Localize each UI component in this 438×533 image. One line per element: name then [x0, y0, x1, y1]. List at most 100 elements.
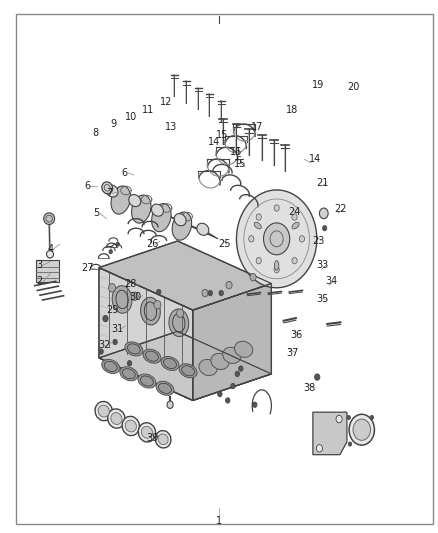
Text: 27: 27 — [81, 263, 93, 272]
Text: 38: 38 — [304, 383, 316, 393]
Circle shape — [292, 257, 297, 264]
Circle shape — [235, 371, 240, 376]
Circle shape — [239, 366, 243, 371]
Ellipse shape — [102, 359, 120, 374]
Text: 36: 36 — [290, 329, 303, 340]
Text: 21: 21 — [317, 177, 329, 188]
Ellipse shape — [122, 416, 139, 435]
Polygon shape — [193, 284, 272, 400]
Text: 22: 22 — [334, 204, 346, 214]
Ellipse shape — [143, 349, 161, 363]
Ellipse shape — [152, 204, 163, 216]
Text: 15: 15 — [216, 130, 229, 140]
Circle shape — [154, 301, 161, 309]
Circle shape — [226, 398, 230, 403]
Polygon shape — [99, 241, 272, 310]
Circle shape — [253, 402, 257, 407]
Text: 5: 5 — [94, 208, 100, 219]
Text: 1: 1 — [216, 515, 222, 526]
Text: 9: 9 — [110, 119, 117, 129]
Polygon shape — [313, 412, 347, 455]
Text: 37: 37 — [286, 348, 299, 358]
Circle shape — [219, 290, 223, 296]
Ellipse shape — [152, 204, 171, 232]
Ellipse shape — [254, 222, 261, 229]
Circle shape — [256, 257, 261, 264]
Ellipse shape — [141, 297, 160, 325]
Text: 20: 20 — [347, 82, 360, 92]
Ellipse shape — [125, 420, 136, 432]
Circle shape — [292, 214, 297, 220]
Ellipse shape — [106, 185, 118, 197]
Polygon shape — [105, 188, 218, 239]
Circle shape — [109, 249, 113, 254]
Ellipse shape — [141, 426, 152, 438]
Ellipse shape — [46, 251, 53, 258]
Circle shape — [299, 236, 304, 242]
Circle shape — [319, 208, 328, 219]
Ellipse shape — [138, 423, 155, 442]
Text: 35: 35 — [317, 294, 329, 304]
Ellipse shape — [158, 434, 168, 445]
Circle shape — [116, 242, 120, 246]
Circle shape — [314, 374, 320, 380]
Ellipse shape — [169, 309, 189, 337]
Ellipse shape — [234, 341, 253, 357]
Ellipse shape — [111, 186, 131, 214]
Circle shape — [347, 415, 350, 419]
Ellipse shape — [44, 213, 55, 224]
Circle shape — [103, 316, 108, 322]
Text: 14: 14 — [309, 154, 321, 164]
Ellipse shape — [349, 414, 374, 445]
Circle shape — [218, 391, 222, 397]
Text: 10: 10 — [125, 111, 137, 122]
Circle shape — [208, 290, 212, 296]
Ellipse shape — [211, 353, 229, 369]
Text: 7: 7 — [106, 188, 112, 198]
Circle shape — [131, 292, 138, 301]
Circle shape — [127, 361, 132, 366]
Circle shape — [370, 415, 374, 419]
Ellipse shape — [275, 261, 279, 270]
Text: 19: 19 — [312, 80, 325, 90]
Text: 6: 6 — [84, 181, 90, 191]
Text: 16: 16 — [230, 147, 243, 157]
Circle shape — [237, 190, 317, 288]
Text: 17: 17 — [251, 122, 264, 132]
Text: 11: 11 — [142, 104, 154, 115]
Text: 6: 6 — [122, 168, 128, 178]
Ellipse shape — [98, 405, 110, 417]
Text: 32: 32 — [99, 340, 111, 350]
Circle shape — [226, 281, 232, 289]
Circle shape — [336, 415, 342, 423]
Circle shape — [274, 205, 279, 211]
Ellipse shape — [156, 381, 174, 395]
Ellipse shape — [199, 359, 217, 376]
Circle shape — [99, 349, 103, 354]
Ellipse shape — [161, 357, 179, 370]
Circle shape — [113, 340, 117, 345]
Text: 8: 8 — [93, 127, 99, 138]
Circle shape — [109, 284, 116, 292]
Text: 3: 3 — [36, 260, 42, 270]
Text: 33: 33 — [317, 261, 329, 270]
Text: 23: 23 — [312, 236, 325, 246]
Text: 28: 28 — [125, 279, 137, 288]
Circle shape — [177, 309, 184, 318]
Ellipse shape — [111, 413, 122, 424]
Ellipse shape — [108, 409, 125, 428]
Circle shape — [167, 401, 173, 408]
Ellipse shape — [197, 223, 209, 236]
Circle shape — [256, 214, 261, 220]
Polygon shape — [36, 260, 59, 282]
Ellipse shape — [292, 222, 299, 229]
Ellipse shape — [179, 364, 197, 378]
Text: 34: 34 — [325, 277, 338, 286]
Text: 2: 2 — [36, 277, 42, 286]
Polygon shape — [99, 332, 272, 400]
Text: 12: 12 — [159, 96, 172, 107]
Circle shape — [156, 289, 161, 295]
Ellipse shape — [155, 431, 171, 448]
Circle shape — [264, 223, 290, 255]
Text: 30: 30 — [129, 292, 141, 302]
